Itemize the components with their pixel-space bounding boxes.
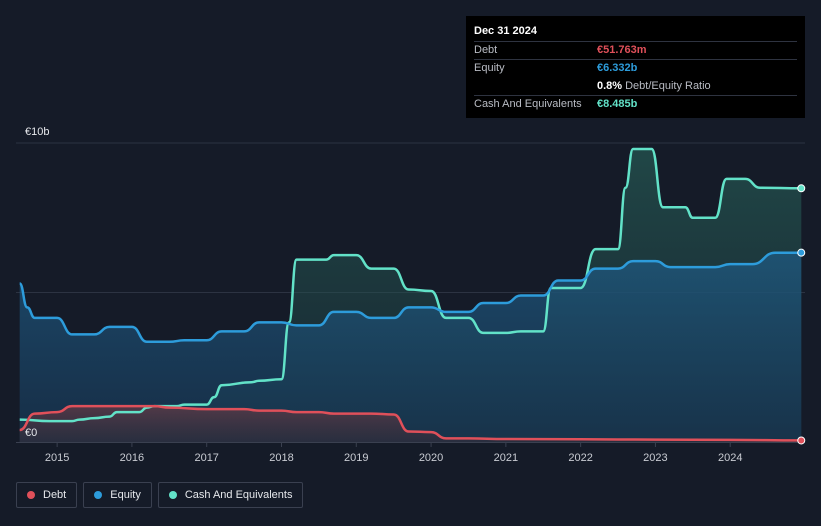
x-tick-label: 2018	[269, 452, 293, 464]
tooltip-cash-label: Cash And Equivalents	[474, 98, 582, 110]
debt-line	[19, 404, 802, 442]
y-tick-label-bottom: €0	[25, 427, 37, 439]
debt-area	[19, 406, 802, 442]
tooltip-equity-value: €6.332b	[597, 62, 638, 74]
cash-line	[19, 147, 802, 423]
x-tick-label: 2024	[718, 452, 742, 464]
debt-dot-icon	[27, 491, 35, 499]
tooltip-debt-label: Debt	[474, 44, 498, 56]
tooltip-ratio-value: 0.8%	[597, 80, 623, 92]
tooltip-cash-value: €8.485b	[597, 98, 638, 110]
tooltip-equity-row: Equity €6.332b	[474, 59, 797, 77]
series-areas	[19, 149, 802, 442]
equity-dot-icon	[94, 491, 103, 499]
cash-endpoint	[797, 184, 806, 193]
equity-endpoint	[797, 248, 806, 257]
tooltip-panel: Dec 31 2024 Debt €51.763m Equity €6.332b…	[466, 16, 805, 118]
tooltip-cash-row: Cash And Equivalents €8.485b	[474, 95, 797, 113]
chart-legend: Debt Equity Cash And Equivalents	[16, 482, 304, 508]
tooltip-date: Dec 31 2024	[474, 25, 537, 37]
x-tick-label: 2016	[120, 452, 144, 464]
x-tick-label: 2020	[419, 452, 443, 464]
tooltip-equity-label: Equity	[474, 62, 505, 74]
axis-labels: €10b €0 2015 2016 2017 2018 2019 2020 2021 2022 20…	[25, 126, 742, 464]
series-lines	[18, 147, 802, 442]
x-tick-label: 2017	[194, 452, 218, 464]
cash-dot-icon	[168, 491, 177, 499]
tooltip-ratio-row: 0.8% Debt/Equity Ratio	[474, 77, 797, 95]
legend-item-debt[interactable]: Debt	[16, 482, 78, 508]
series-endpoints	[797, 184, 806, 445]
y-tick-label-top: €10b	[25, 126, 49, 138]
tooltip-debt-value: €51.763m	[597, 44, 647, 56]
legend-cash-label: Cash And Equivalents	[184, 489, 293, 501]
legend-item-cash[interactable]: Cash And Equivalents	[157, 482, 304, 508]
equity-line	[18, 251, 802, 344]
debt-endpoint	[797, 436, 806, 445]
x-tick-label: 2022	[568, 452, 592, 464]
legend-debt-label: Debt	[43, 489, 67, 501]
x-tick-label: 2021	[494, 452, 518, 464]
x-tick-label: 2015	[45, 452, 69, 464]
tooltip-ratio-label: Debt/Equity Ratio	[625, 80, 711, 92]
equity-area	[19, 252, 802, 442]
legend-item-equity[interactable]: Equity	[83, 482, 152, 508]
tooltip-debt-row: Debt €51.763m	[474, 41, 797, 59]
legend-equity-label: Equity	[110, 489, 141, 501]
x-tick-label: 2019	[344, 452, 368, 464]
x-tick-label: 2023	[643, 452, 667, 464]
